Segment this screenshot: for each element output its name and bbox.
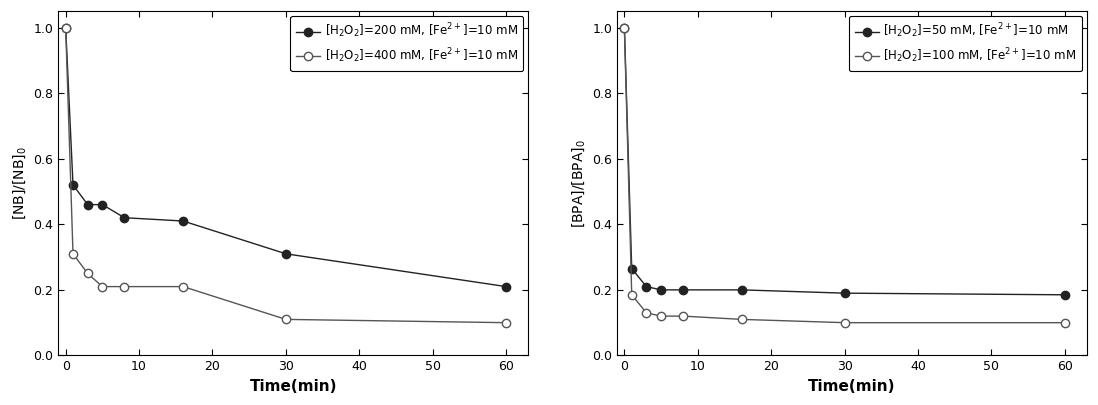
[H$_2$O$_2$]=200 mM, [Fe$^{2+}$]=10 mM bbox=[177, 219, 190, 224]
X-axis label: Time(min): Time(min) bbox=[249, 379, 337, 394]
[H$_2$O$_2$]=400 mM, [Fe$^{2+}$]=10 mM bbox=[96, 284, 109, 289]
Legend: [H$_2$O$_2$]=50 mM, [Fe$^{2+}$]=10 mM, [H$_2$O$_2$]=100 mM, [Fe$^{2+}$]=10 mM: [H$_2$O$_2$]=50 mM, [Fe$^{2+}$]=10 mM, [… bbox=[849, 16, 1083, 71]
[H$_2$O$_2$]=200 mM, [Fe$^{2+}$]=10 mM bbox=[117, 215, 131, 220]
Line: [H$_2$O$_2$]=200 mM, [Fe$^{2+}$]=10 mM: [H$_2$O$_2$]=200 mM, [Fe$^{2+}$]=10 mM bbox=[61, 23, 511, 291]
[H$_2$O$_2$]=100 mM, [Fe$^{2+}$]=10 mM bbox=[838, 320, 851, 325]
[H$_2$O$_2$]=200 mM, [Fe$^{2+}$]=10 mM bbox=[81, 202, 94, 207]
[H$_2$O$_2$]=100 mM, [Fe$^{2+}$]=10 mM bbox=[618, 25, 631, 30]
Legend: [H$_2$O$_2$]=200 mM, [Fe$^{2+}$]=10 mM, [H$_2$O$_2$]=400 mM, [Fe$^{2+}$]=10 mM: [H$_2$O$_2$]=200 mM, [Fe$^{2+}$]=10 mM, … bbox=[290, 16, 524, 71]
X-axis label: Time(min): Time(min) bbox=[808, 379, 896, 394]
Line: [H$_2$O$_2$]=400 mM, [Fe$^{2+}$]=10 mM: [H$_2$O$_2$]=400 mM, [Fe$^{2+}$]=10 mM bbox=[61, 23, 511, 327]
[H$_2$O$_2$]=400 mM, [Fe$^{2+}$]=10 mM bbox=[279, 317, 292, 322]
[H$_2$O$_2$]=200 mM, [Fe$^{2+}$]=10 mM bbox=[66, 183, 79, 188]
[H$_2$O$_2$]=50 mM, [Fe$^{2+}$]=10 mM bbox=[736, 288, 749, 292]
[H$_2$O$_2$]=400 mM, [Fe$^{2+}$]=10 mM bbox=[500, 320, 513, 325]
[H$_2$O$_2$]=400 mM, [Fe$^{2+}$]=10 mM bbox=[177, 284, 190, 289]
[H$_2$O$_2$]=50 mM, [Fe$^{2+}$]=10 mM bbox=[625, 266, 638, 271]
Line: [H$_2$O$_2$]=100 mM, [Fe$^{2+}$]=10 mM: [H$_2$O$_2$]=100 mM, [Fe$^{2+}$]=10 mM bbox=[620, 23, 1069, 327]
[H$_2$O$_2$]=100 mM, [Fe$^{2+}$]=10 mM bbox=[676, 314, 690, 319]
[H$_2$O$_2$]=100 mM, [Fe$^{2+}$]=10 mM bbox=[640, 310, 653, 315]
[H$_2$O$_2$]=200 mM, [Fe$^{2+}$]=10 mM bbox=[500, 284, 513, 289]
[H$_2$O$_2$]=50 mM, [Fe$^{2+}$]=10 mM bbox=[838, 291, 851, 296]
[H$_2$O$_2$]=400 mM, [Fe$^{2+}$]=10 mM bbox=[59, 25, 72, 30]
[H$_2$O$_2$]=400 mM, [Fe$^{2+}$]=10 mM bbox=[81, 271, 94, 276]
[H$_2$O$_2$]=50 mM, [Fe$^{2+}$]=10 mM bbox=[640, 284, 653, 289]
[H$_2$O$_2$]=200 mM, [Fe$^{2+}$]=10 mM bbox=[279, 252, 292, 256]
Y-axis label: [BPA]/[BPA]$_0$: [BPA]/[BPA]$_0$ bbox=[570, 139, 586, 228]
[H$_2$O$_2$]=50 mM, [Fe$^{2+}$]=10 mM bbox=[618, 25, 631, 30]
[H$_2$O$_2$]=200 mM, [Fe$^{2+}$]=10 mM bbox=[59, 25, 72, 30]
[H$_2$O$_2$]=100 mM, [Fe$^{2+}$]=10 mM bbox=[736, 317, 749, 322]
[H$_2$O$_2$]=50 mM, [Fe$^{2+}$]=10 mM bbox=[654, 288, 668, 292]
[H$_2$O$_2$]=200 mM, [Fe$^{2+}$]=10 mM bbox=[96, 202, 109, 207]
Y-axis label: [NB]/[NB]$_0$: [NB]/[NB]$_0$ bbox=[11, 147, 27, 220]
[H$_2$O$_2$]=50 mM, [Fe$^{2+}$]=10 mM bbox=[676, 288, 690, 292]
[H$_2$O$_2$]=100 mM, [Fe$^{2+}$]=10 mM bbox=[1058, 320, 1072, 325]
Line: [H$_2$O$_2$]=50 mM, [Fe$^{2+}$]=10 mM: [H$_2$O$_2$]=50 mM, [Fe$^{2+}$]=10 mM bbox=[620, 23, 1069, 299]
[H$_2$O$_2$]=50 mM, [Fe$^{2+}$]=10 mM bbox=[1058, 292, 1072, 297]
[H$_2$O$_2$]=400 mM, [Fe$^{2+}$]=10 mM bbox=[66, 252, 79, 256]
[H$_2$O$_2$]=100 mM, [Fe$^{2+}$]=10 mM bbox=[654, 314, 668, 319]
[H$_2$O$_2$]=100 mM, [Fe$^{2+}$]=10 mM bbox=[625, 292, 638, 297]
[H$_2$O$_2$]=400 mM, [Fe$^{2+}$]=10 mM bbox=[117, 284, 131, 289]
